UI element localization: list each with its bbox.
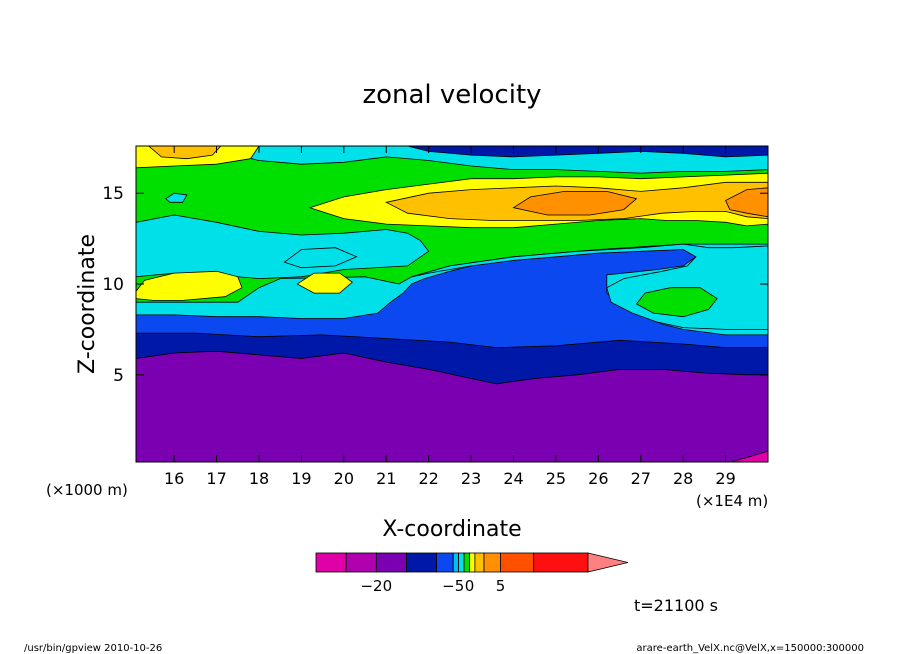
cyan-top (215, 145, 769, 174)
y-tick-label: 10 (102, 275, 124, 295)
colorbar-segment (533, 552, 589, 573)
y-axis-ticks: 5 10 15 (102, 184, 768, 386)
colorbar-tick-label: −20 (360, 577, 392, 595)
colorbar-tick-label: 5 (496, 577, 506, 595)
plot-area: 16 17 18 19 20 21 22 23 24 25 26 27 28 29 5 10 15 (102, 145, 769, 488)
y-tick-label: 5 (113, 366, 124, 386)
footer-left: /usr/bin/gpview 2010-10-26 (24, 643, 162, 654)
colorbar-segment (315, 552, 347, 573)
contour-layers (135, 145, 769, 463)
y-unit-label: (×1000 m) (46, 481, 128, 499)
x-tick-label: 21 (376, 469, 396, 488)
colorbar-tick-label: −5 (442, 577, 464, 595)
colorbar-tick-label: 0 (465, 577, 475, 595)
x-tick-label: 18 (249, 469, 269, 488)
colorbar-segment (345, 552, 377, 573)
x-axis-ticks: 16 17 18 19 20 21 22 23 24 25 26 27 28 29 (164, 146, 736, 488)
x-tick-label: 23 (461, 469, 481, 488)
x-tick-label: 28 (673, 469, 693, 488)
chart-title: zonal velocity (362, 80, 541, 110)
x-axis-label: X-coordinate (382, 517, 521, 542)
colorbar-segment (500, 552, 535, 573)
colorbar-segment (463, 552, 470, 573)
y-tick-label: 15 (102, 184, 124, 204)
x-tick-label: 24 (503, 469, 523, 488)
x-tick-label: 25 (546, 469, 566, 488)
x-tick-label: 27 (631, 469, 651, 488)
x-tick-label: 17 (206, 469, 226, 488)
x-tick-label: 22 (418, 469, 438, 488)
dark-orange-blob (512, 190, 638, 216)
colorbar-segment (406, 552, 438, 573)
colorbar-segment (436, 552, 454, 573)
yellow-band-left (135, 270, 243, 301)
colorbar: −20 −5 0 5 (315, 552, 629, 595)
colorbar-segment (375, 552, 407, 573)
yellow-blob-19 (296, 272, 353, 294)
footer-right: arare-earth_VelX.nc@VelX,x=150000:300000 (636, 643, 864, 654)
x-tick-label: 29 (715, 469, 735, 488)
y-axis-label: Z-coordinate (75, 234, 100, 374)
x-unit-label: (×1E4 m) (696, 492, 768, 510)
colorbar-segment (452, 552, 460, 573)
x-tick-label: 19 (291, 469, 311, 488)
x-tick-label: 26 (588, 469, 608, 488)
plot-frame (135, 145, 769, 463)
colorbar-arrow (587, 552, 629, 573)
colorbar-segment (458, 552, 465, 573)
colorbar-segment (469, 552, 476, 573)
colorbar-segment (474, 552, 485, 573)
cyan-blob-19 (283, 247, 358, 269)
colorbar-segment (483, 552, 502, 573)
green-pocket-right (635, 287, 718, 318)
x-tick-label: 20 (334, 469, 354, 488)
x-tick-label: 16 (164, 469, 184, 488)
cyan-blob-16 (165, 192, 188, 203)
time-label: t=21100 s (634, 596, 718, 615)
